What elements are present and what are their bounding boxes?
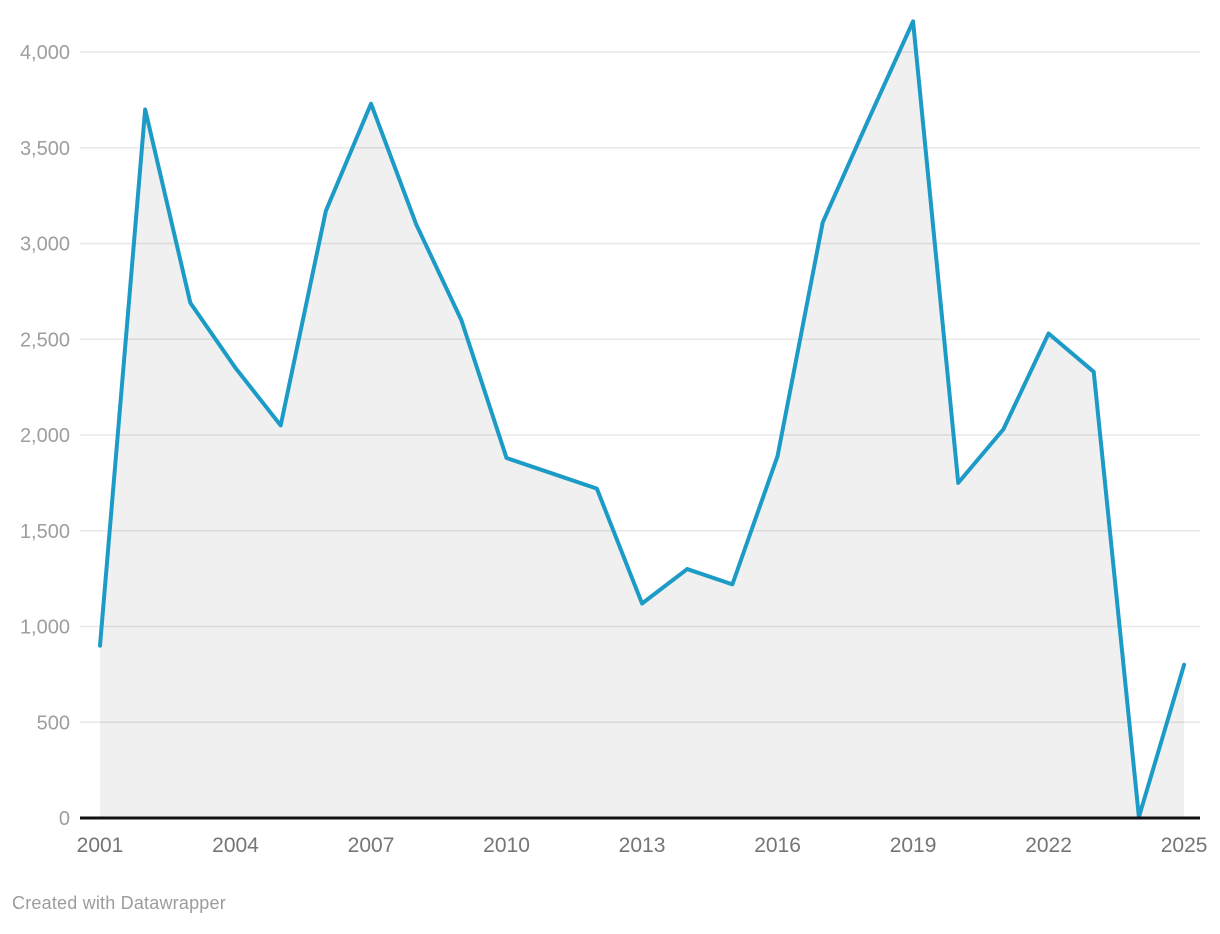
area-chart-svg: 05001,0001,5002,0002,5003,0003,5004,000 …: [20, 19, 1208, 857]
x-tick-label: 2019: [890, 834, 937, 857]
y-tick-label: 2,000: [20, 425, 70, 447]
x-tick-label: 2022: [1025, 834, 1072, 857]
x-tick-label: 2004: [212, 834, 259, 857]
x-tick-label: 2016: [754, 834, 801, 857]
data-line: [98, 19, 1187, 820]
y-tick-label: 1,000: [20, 617, 70, 639]
y-axis-labels: 0 500 1,000 1,500 2,000 2,500 3,000 3,500 4,000: [20, 42, 70, 830]
y-tick-label: 4,000: [20, 42, 70, 64]
x-tick-label: 2007: [348, 834, 395, 857]
y-tick-label: 3,000: [20, 234, 70, 256]
x-tick-label: 2025: [1161, 834, 1208, 857]
y-tick-label: 500: [37, 712, 70, 734]
area-fill: [100, 21, 1185, 819]
y-tick-label: 3,500: [20, 138, 70, 160]
y-tick-label: 0: [59, 808, 70, 830]
x-axis-labels: 2001 2004 2007 2010 2013 2016 2019 2022 2025: [77, 834, 1208, 857]
x-tick-label: 2001: [77, 834, 124, 857]
gridlines: [80, 51, 1200, 723]
x-tick-label: 2013: [619, 834, 666, 857]
series-line: [98, 19, 1187, 820]
credit-line: Created with Datawrapper: [12, 893, 226, 913]
y-tick-label: 2,500: [20, 329, 70, 351]
x-tick-label: 2010: [483, 834, 530, 857]
area-region: [100, 21, 1185, 819]
y-tick-label: 1,500: [20, 521, 70, 543]
